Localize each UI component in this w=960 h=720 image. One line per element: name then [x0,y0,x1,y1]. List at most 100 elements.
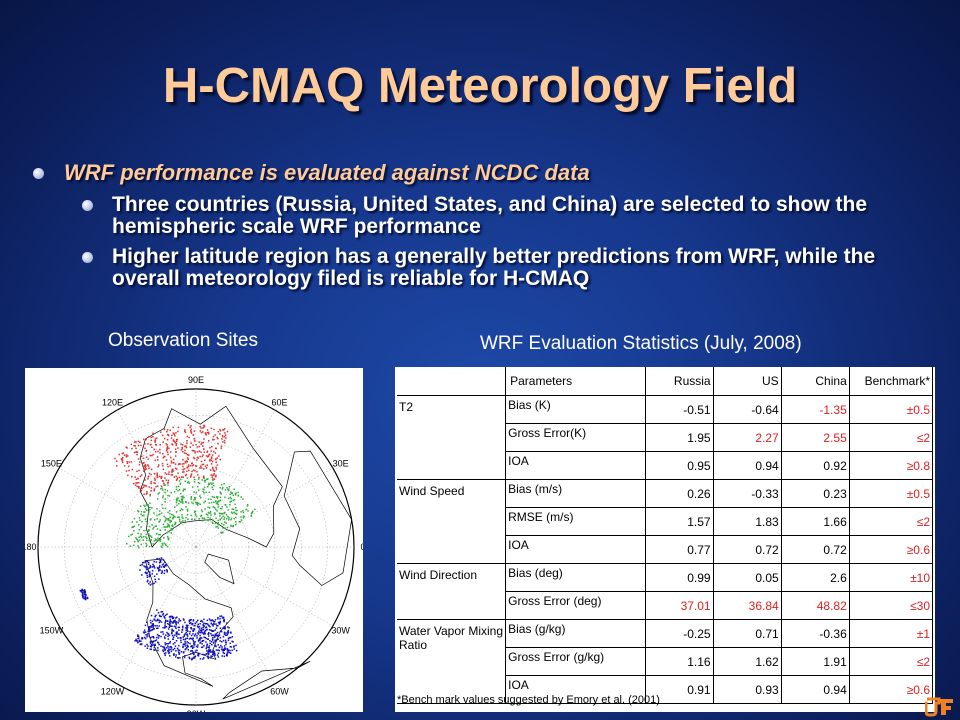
site-dot [225,634,227,636]
longitude-label: 120E [102,397,123,407]
site-dot [194,510,196,512]
site-dot [194,440,196,442]
site-dot [150,518,152,520]
site-dot [137,634,139,636]
site-dot [181,631,183,633]
site-dot [178,489,181,491]
site-dot [197,652,199,655]
site-dot [143,470,145,472]
site-dot [165,459,168,461]
site-dot [218,649,220,652]
site-dot [213,621,216,623]
site-dot [175,498,178,500]
site-dot [218,455,220,457]
site-dot [184,488,186,491]
site-dot [161,503,163,506]
site-dot [229,496,232,499]
site-dot [177,633,179,635]
site-dot [152,625,154,628]
site-dot [234,512,237,515]
site-dot [198,445,201,448]
site-dot [208,629,211,631]
site-dot [83,589,86,591]
site-dot [219,428,221,431]
site-dot [167,481,169,484]
site-dot [186,481,189,484]
site-dot [155,561,158,563]
parameter-cell: Bias (g/kg) [505,619,646,648]
site-dot [140,510,143,513]
site-dot [128,535,130,538]
site-dot [162,563,165,565]
site-dot [181,476,183,478]
site-dot [224,639,227,642]
site-dot [157,637,160,639]
site-dot [222,648,225,651]
site-dot [204,626,207,629]
site-dot [209,642,211,645]
site-dot [159,519,161,521]
site-dot [155,636,158,639]
site-dot [210,456,213,458]
site-dot [169,451,172,453]
site-dot [166,490,169,492]
site-dot [142,446,144,449]
site-dot [133,530,135,532]
site-dot [214,452,217,454]
site-dot [158,492,161,494]
site-dot [164,520,166,523]
site-dot [240,511,242,513]
site-dot [159,533,161,536]
site-dot [201,517,204,519]
site-dot [230,646,232,648]
site-dot [212,642,215,644]
site-dot [162,434,164,437]
site-dot [196,451,199,453]
site-dot [137,477,139,480]
site-dot [168,652,170,655]
site-dot [127,465,130,468]
site-dot [146,580,149,583]
site-dot [215,475,217,478]
site-dot [197,625,199,627]
site-dot [211,623,214,626]
site-dot [146,539,148,541]
site-dot [224,432,226,434]
site-dot [188,454,190,456]
site-dot [217,652,220,654]
site-dot [145,542,147,545]
site-dot [170,529,173,531]
site-dot [162,626,164,629]
site-dot [200,431,203,434]
site-dot [202,626,204,629]
site-dot [189,430,192,432]
site-dot [183,463,185,465]
site-dot [146,574,149,577]
site-dot [176,504,178,507]
site-dot [81,588,83,591]
site-dot [167,632,169,635]
site-dot [144,467,147,469]
site-dot [80,590,82,593]
slide-title: H-CMAQ Meteorology Field [162,59,798,113]
site-dot [84,592,86,594]
site-dot [139,569,141,571]
site-dot [193,511,196,513]
site-dot [192,640,195,642]
site-dot [213,636,216,638]
site-dot [217,656,220,658]
site-dot [178,649,181,652]
site-dot [153,644,155,646]
site-dot [203,517,205,520]
site-dot [175,475,177,478]
site-dot [149,584,152,586]
site-dot [181,446,183,449]
site-dot [143,465,145,467]
site-dot [169,621,171,624]
site-dot [166,444,169,446]
site-dot [152,436,154,438]
site-dot [193,478,196,481]
site-dot [230,491,232,493]
site-dot [204,508,206,510]
site-dot [212,522,214,525]
